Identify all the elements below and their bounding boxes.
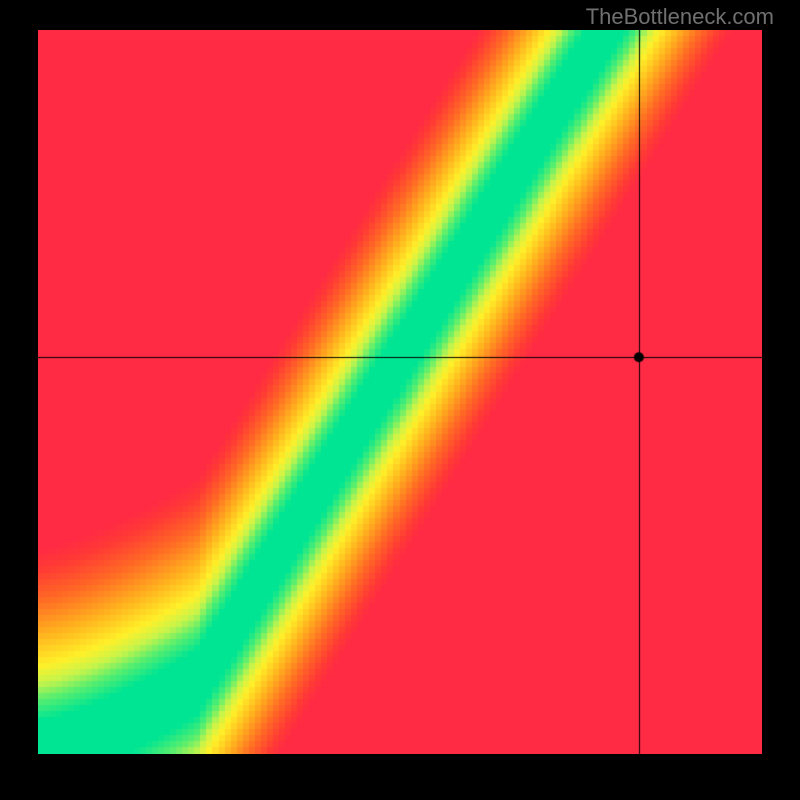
chart-container: TheBottleneck.com	[0, 0, 800, 800]
watermark-text: TheBottleneck.com	[586, 4, 774, 30]
crosshair-overlay	[38, 30, 762, 754]
